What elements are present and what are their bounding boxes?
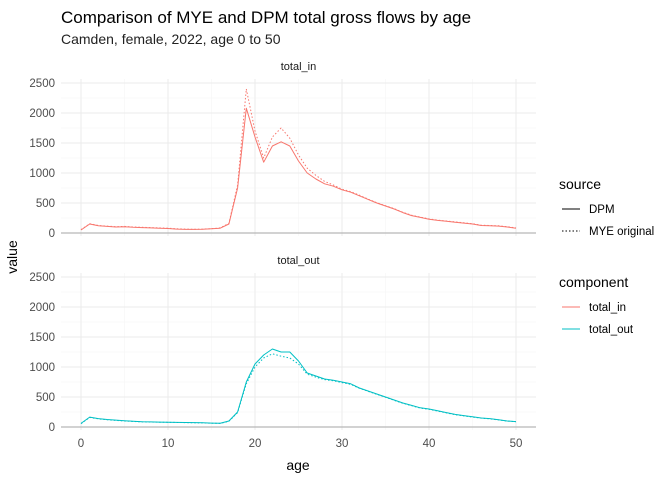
- panel-total-out: 0 500 1000 1500 2000 2500 0 10 20 30 40 50 total_out: [29, 255, 536, 450]
- x-axis-label: age: [286, 457, 310, 473]
- legend-label-total-out: total_out: [589, 324, 634, 336]
- legend-source-title: source: [559, 176, 601, 192]
- series-line-total-out-mye-original: [80, 353, 517, 425]
- y-tick-label: 0: [49, 422, 55, 434]
- y-tick-label: 2500: [29, 272, 55, 284]
- y-tick-label: 0: [49, 228, 55, 240]
- y-tick-label: 1500: [29, 332, 55, 344]
- y-tick-label: 2000: [29, 108, 55, 120]
- x-tick-label: 10: [162, 438, 175, 450]
- y-tick-label: 500: [36, 198, 55, 210]
- x-tick-label: 40: [423, 438, 436, 450]
- facet-strip-label: total_out: [277, 255, 319, 267]
- x-tick-label: 30: [336, 438, 349, 450]
- y-tick-label: 2000: [29, 302, 55, 314]
- x-tick-label: 50: [510, 438, 523, 450]
- x-tick-label: 20: [249, 438, 262, 450]
- panel-total-in: 0 500 1000 1500 2000 2500 total_in: [29, 61, 536, 240]
- legend-component-title: component: [559, 274, 628, 290]
- legend-label-total-in: total_in: [589, 302, 626, 314]
- y-tick-label: 1500: [29, 138, 55, 150]
- series-line-total-in-mye-original: [80, 88, 517, 231]
- y-tick-label: 1000: [29, 362, 55, 374]
- chart-title: Comparison of MYE and DPM total gross fl…: [61, 8, 471, 27]
- legend-label-dpm: DPM: [589, 204, 615, 216]
- y-axis-label: value: [4, 240, 20, 274]
- legend-component: component total_in total_out: [559, 274, 634, 336]
- legend-source: source DPM MYE original: [559, 176, 654, 238]
- y-tick-label: 1000: [29, 168, 55, 180]
- legend-label-mye-original: MYE original: [589, 226, 654, 238]
- x-tick-label: 0: [78, 438, 84, 450]
- y-tick-label: 2500: [29, 78, 55, 90]
- facet-strip-label: total_in: [281, 61, 316, 73]
- y-tick-label: 500: [36, 392, 55, 404]
- chart-subtitle: Camden, female, 2022, age 0 to 50: [61, 31, 281, 47]
